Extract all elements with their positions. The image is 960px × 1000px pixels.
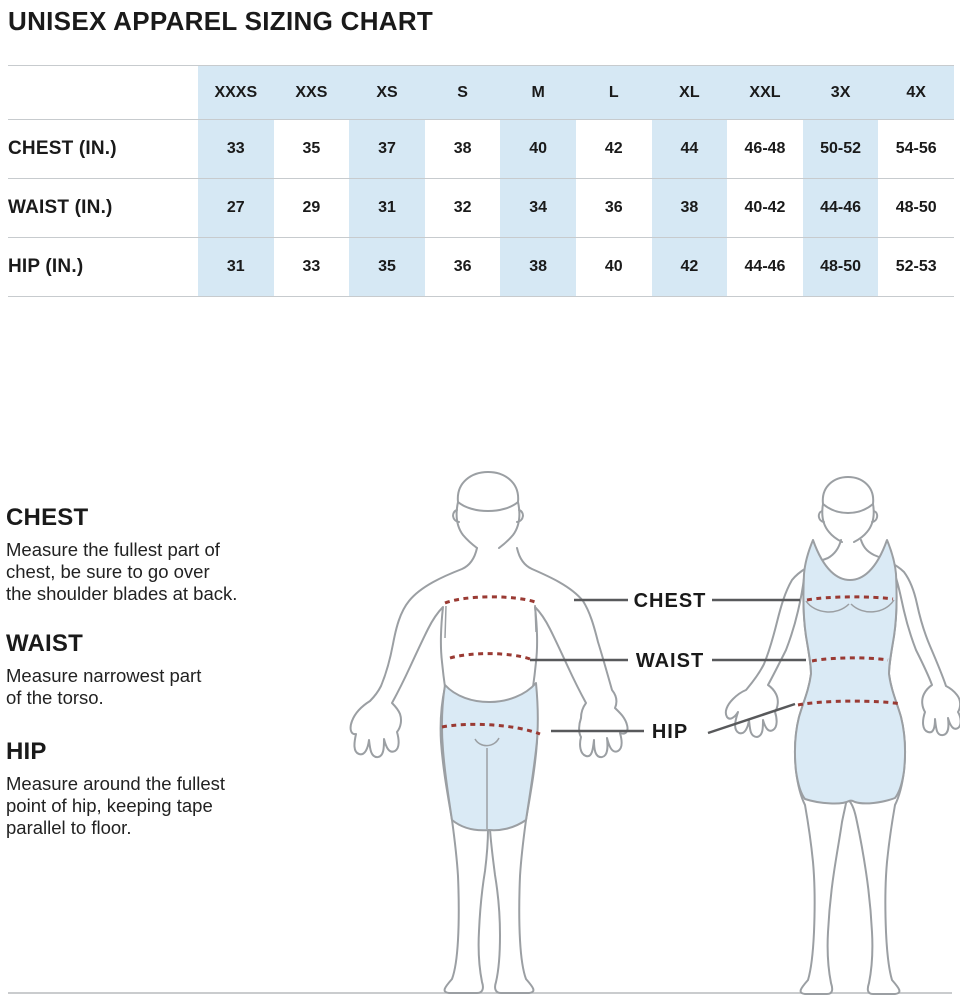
waist-text-line: of the torso. — [6, 687, 104, 708]
female-hip-measure-line — [797, 699, 903, 707]
size-cell: 44 — [651, 120, 728, 178]
size-cell: 40 — [500, 120, 576, 178]
table-row-chest: CHEST (IN.) 33 35 37 38 40 42 44 46-48 5… — [8, 119, 954, 178]
size-cell: 42 — [651, 238, 728, 296]
hip-instructions: HIP Measure around the fullest point of … — [6, 738, 306, 839]
size-cell: 46-48 — [744, 140, 786, 157]
chest-instructions: CHEST Measure the fullest part of chest,… — [6, 504, 306, 605]
size-cell: 40 — [604, 258, 623, 275]
size-col-header: M — [500, 66, 576, 119]
size-col-header: 4X — [878, 66, 954, 119]
size-col-header: XXS — [273, 66, 350, 119]
size-cell: 44-46 — [744, 258, 786, 275]
waist-instructions: WAIST Measure narrowest part of the tors… — [6, 630, 306, 709]
measurement-figures: CHEST WAIST HIP — [8, 471, 960, 995]
size-cell: 38 — [500, 238, 576, 296]
size-cell: 48-50 — [895, 199, 937, 216]
hip-text-line: parallel to floor. — [6, 817, 132, 838]
hip-text-line: point of hip, keeping tape — [6, 795, 213, 816]
size-table-header-row: XXXS XXS XS S M L XL XXL 3X 4X — [8, 65, 954, 119]
male-swim-cap — [456, 471, 520, 512]
size-cell: 44-46 — [802, 179, 879, 237]
row-label: WAIST (IN.) — [8, 197, 113, 218]
chest-text-line: the shoulder blades at back. — [6, 583, 238, 604]
chest-text-line: chest, be sure to go over — [6, 561, 210, 582]
chest-heading: CHEST — [6, 504, 89, 531]
waist-heading: WAIST — [6, 630, 83, 657]
male-shorts-seam — [474, 737, 500, 829]
hip-text-line: Measure around the fullest — [6, 773, 226, 794]
size-cell: 36 — [453, 258, 472, 275]
size-cell: 52-53 — [895, 258, 937, 275]
size-cell: 50-52 — [802, 120, 879, 178]
size-cell: 38 — [453, 140, 472, 157]
size-cell: 27 — [198, 179, 274, 237]
female-bust-seam — [805, 599, 895, 613]
female-chest-measure-line — [806, 595, 894, 602]
size-cell: 40-42 — [744, 199, 786, 216]
hip-leader-lines — [551, 702, 796, 735]
male-chest-band-ticks — [444, 604, 537, 639]
figure-chest-label: CHEST — [634, 590, 707, 612]
male-ears — [452, 509, 524, 523]
male-hip-measure-line — [441, 722, 541, 736]
size-col-header: S — [424, 66, 501, 119]
figure-hip-label: HIP — [652, 721, 688, 743]
figure-callouts: CHEST WAIST HIP — [530, 590, 806, 743]
size-cell: 31 — [198, 238, 274, 296]
female-swim-cap — [821, 476, 875, 514]
size-cell: 54-56 — [895, 140, 937, 157]
female-silhouette — [724, 476, 960, 995]
chest-text-line: Measure the fullest part of — [6, 539, 220, 560]
hip-heading: HIP — [6, 738, 47, 765]
size-cell: 48-50 — [802, 238, 879, 296]
size-cell: 33 — [198, 120, 274, 178]
waist-text-line: Measure narrowest part — [6, 665, 202, 686]
size-col-header: L — [575, 66, 652, 119]
size-col-header: XXL — [727, 66, 803, 119]
size-col-header: 3X — [802, 66, 879, 119]
size-cell: 37 — [349, 120, 425, 178]
header-spacer — [8, 66, 198, 119]
size-cell: 36 — [604, 199, 623, 216]
male-jammer-shorts — [440, 682, 539, 832]
table-row-hip: HIP (IN.) 31 33 35 36 38 40 42 44-46 48-… — [8, 237, 954, 297]
female-ears — [817, 510, 879, 523]
size-col-header: XXXS — [198, 66, 274, 119]
size-cell: 38 — [651, 179, 728, 237]
size-table: XXXS XXS XS S M L XL XXL 3X 4X CHEST (IN… — [8, 65, 954, 297]
row-label: CHEST (IN.) — [8, 138, 117, 159]
female-waist-measure-line — [811, 656, 889, 663]
size-cell: 42 — [604, 140, 623, 157]
size-col-header: XS — [349, 66, 425, 119]
female-swimsuit — [794, 539, 906, 805]
table-row-waist: WAIST (IN.) 27 29 31 32 34 36 38 40-42 4… — [8, 178, 954, 237]
figure-waist-label: WAIST — [636, 650, 704, 672]
size-cell: 32 — [453, 199, 472, 216]
size-cell: 35 — [302, 140, 321, 157]
male-face-outline — [455, 501, 521, 549]
size-col-header: XL — [651, 66, 728, 119]
female-face-outline — [821, 503, 875, 543]
page-title: UNISEX APPAREL SIZING CHART — [8, 6, 434, 36]
size-cell: 31 — [349, 179, 425, 237]
size-cell: 35 — [349, 238, 425, 296]
male-silhouette — [349, 471, 629, 994]
size-cell: 29 — [302, 199, 321, 216]
size-cell: 33 — [302, 258, 321, 275]
size-cell: 34 — [500, 179, 576, 237]
row-label: HIP (IN.) — [8, 256, 84, 277]
male-waist-measure-line — [449, 652, 531, 661]
